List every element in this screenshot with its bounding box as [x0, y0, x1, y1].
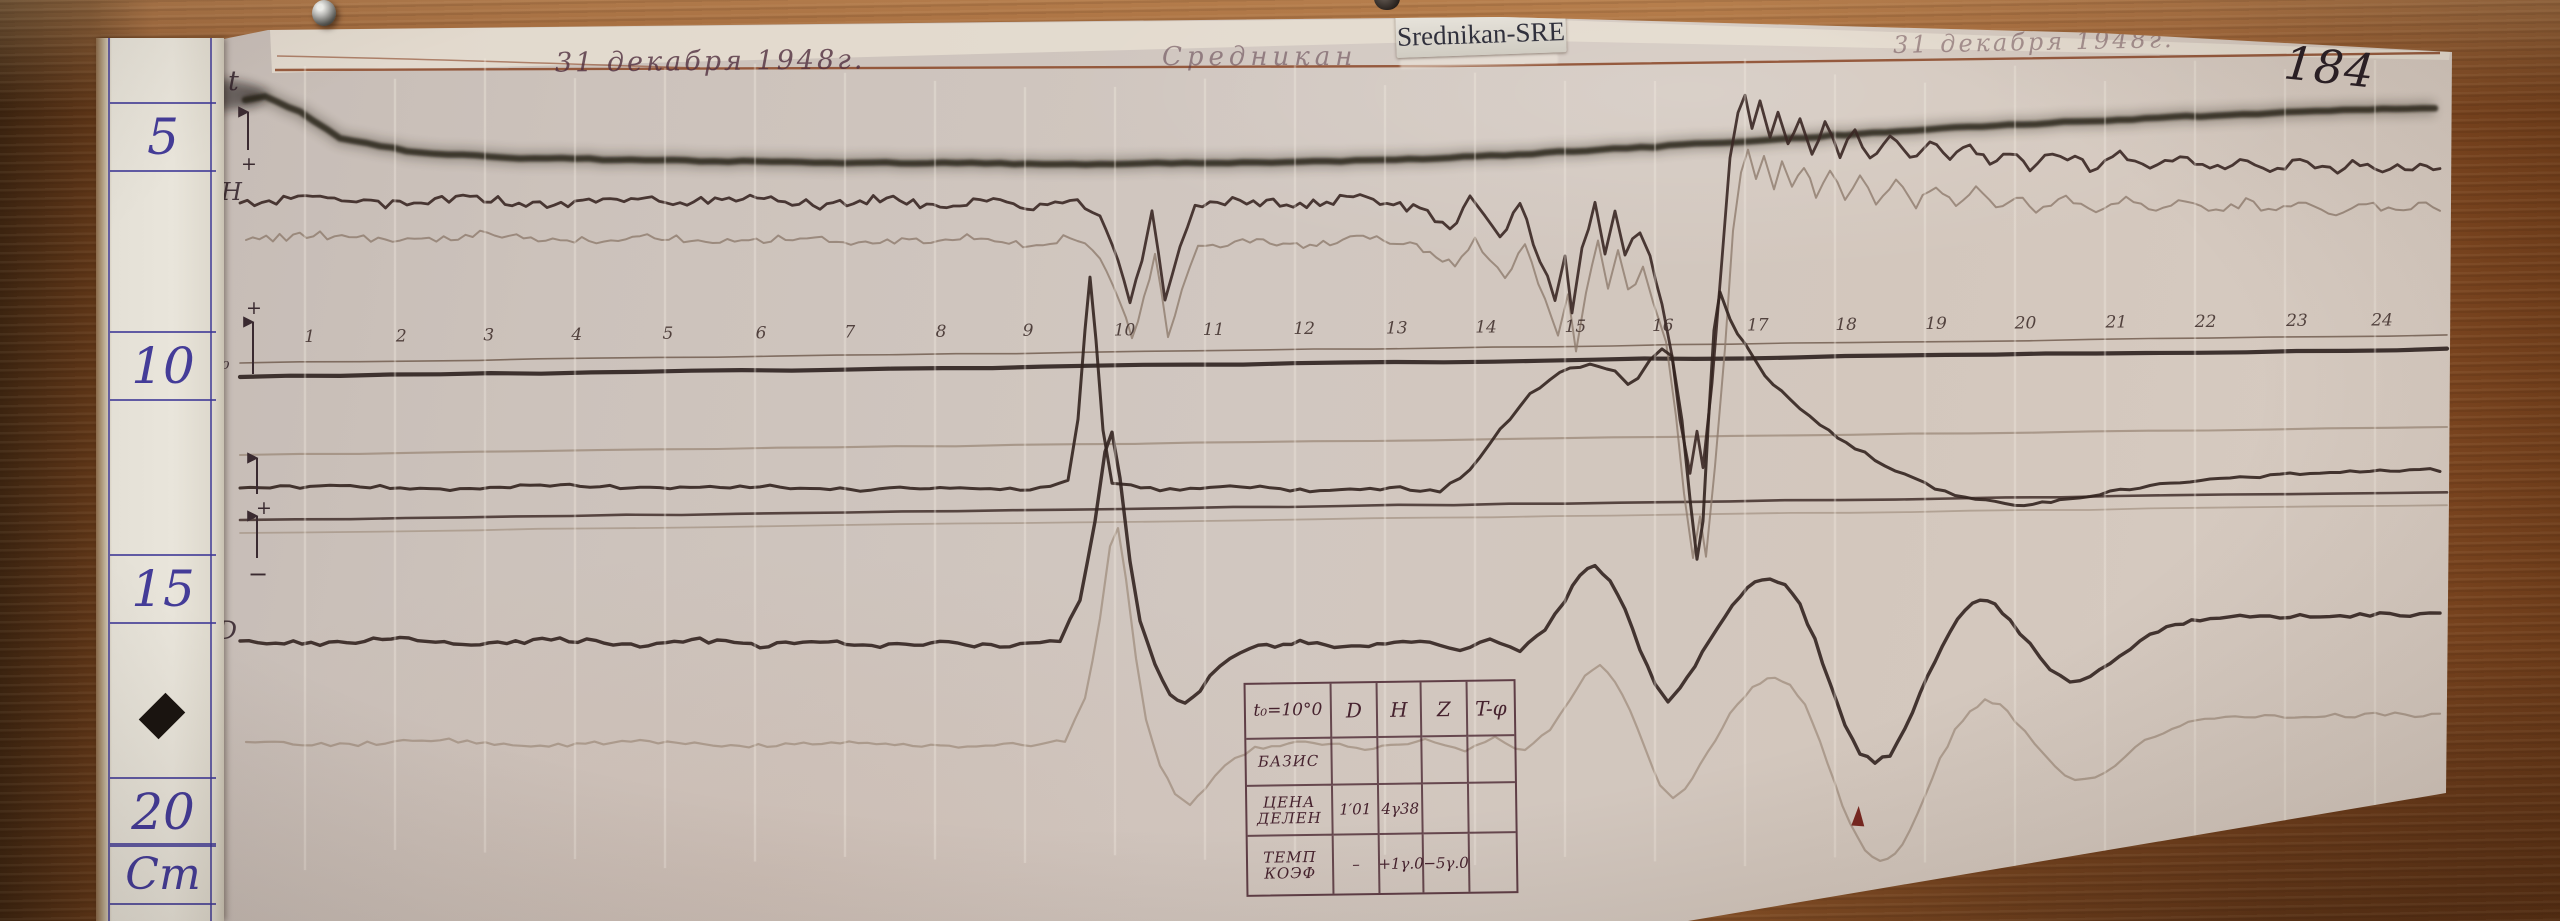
hour-label: 22 — [2194, 312, 2217, 332]
ruler-unit: Cm — [110, 843, 216, 905]
hour-label: 12 — [1293, 319, 1315, 339]
hour-label: 6 — [756, 323, 767, 343]
hour-label: 18 — [1835, 315, 1857, 335]
handwritten-date-left: 31 декабря 1948г. — [554, 44, 866, 79]
hour-label: 5 — [663, 324, 674, 344]
ruler-mark-15: 15 — [110, 554, 216, 624]
trace-z-trace — [238, 275, 2442, 561]
table-cell — [1470, 833, 1517, 892]
table-header-t0: t₀=10°0 — [1245, 683, 1333, 740]
diamond-mark — [138, 692, 186, 740]
table-cell — [1422, 736, 1469, 785]
page-number: 184 — [2281, 35, 2378, 99]
hour-label: 19 — [1925, 314, 1947, 334]
hour-label: 4 — [570, 325, 582, 345]
ruler-border-line — [210, 38, 212, 921]
handwritten-date-right: 31 декабря 1948г. — [1892, 25, 2175, 59]
ruler-mark-label: 10 — [131, 337, 195, 395]
ruler-mark-5: 5 — [110, 102, 216, 172]
trace-h0-baseline — [237, 346, 2450, 380]
paper-top-edge-line-2 — [276, 55, 701, 69]
trace-t-trace-halo — [243, 88, 2436, 173]
trace-label-h: H — [221, 178, 242, 206]
archive-sticker-label: Srednikan-SRE — [1396, 15, 1566, 52]
hour-label: 21 — [2104, 313, 2127, 333]
h-plus-mark: + — [246, 297, 262, 319]
hour-label: 15 — [1565, 317, 1587, 337]
table-header-h: H — [1377, 682, 1423, 739]
ruler-unit-label: Cm — [125, 848, 201, 900]
handwritten-station-name: Средникан — [1162, 42, 1358, 72]
table-header-tf: T-φ — [1467, 681, 1515, 737]
table-cell — [1468, 736, 1515, 784]
hour-label: 7 — [844, 323, 855, 343]
hour-label: 10 — [1114, 321, 1136, 341]
ruler-mark-label: 20 — [131, 783, 195, 841]
hour-label: 8 — [936, 322, 947, 342]
trace-z0-baseline — [238, 425, 2449, 457]
red-flag-mark — [1851, 805, 1866, 827]
backing-strip — [270, 18, 2450, 73]
trace-h-trace-faint — [245, 148, 2441, 559]
hour-label: 24 — [2370, 310, 2393, 330]
table-cell: +1γ.0 — [1378, 834, 1425, 894]
hour-label: 3 — [483, 326, 494, 346]
hour-label: 23 — [2285, 311, 2308, 331]
trace-d0-baseline — [238, 491, 2449, 522]
push-pin — [312, 0, 336, 26]
table-cell: 4γ38 — [1378, 784, 1424, 836]
hour-label: 9 — [1023, 321, 1034, 341]
table-cell: 1′01 — [1332, 785, 1380, 836]
table-cell — [1378, 737, 1423, 786]
calibration-table: t₀=10°0 D H Z T-φ БАЗИС ЦЕНА ДЕЛЕН 1′01 … — [1243, 679, 1519, 897]
trace-h0-upper-line — [239, 334, 2448, 364]
trace-t-trace — [241, 93, 2439, 168]
table-cell — [1468, 783, 1516, 834]
table-cell: −5γ.0 — [1423, 833, 1471, 893]
ruler-mark-label: 5 — [147, 108, 179, 166]
hour-label: 16 — [1652, 316, 1674, 336]
trace-d0-lower-line — [239, 504, 2448, 534]
z-plus-mark: + — [256, 497, 272, 519]
table-cell: – — [1333, 835, 1381, 894]
ruler-mark-20: 20 — [110, 777, 216, 847]
table-cell — [1422, 783, 1470, 835]
centimetre-ruler: 5 10 15 20 Cm — [96, 38, 224, 921]
d-minus-mark: − — [248, 560, 268, 588]
hour-label: 1 — [304, 327, 315, 347]
trace-d-trace — [238, 430, 2442, 765]
hour-label: 13 — [1386, 318, 1408, 338]
hour-label: 20 — [2014, 313, 2037, 333]
push-pin — [1374, 0, 1400, 10]
archive-sticker: Srednikan-SRE — [1395, 15, 1567, 58]
table-row-label: ТЕМП КОЭФ — [1247, 835, 1335, 895]
table-row-label: ЦЕНА ДЕЛЕН — [1246, 785, 1334, 837]
table-row-label: БАЗИС — [1246, 738, 1333, 787]
hour-label: 17 — [1747, 315, 1769, 335]
hour-label: 11 — [1203, 320, 1225, 340]
hour-label: 14 — [1475, 318, 1497, 338]
table-cell — [1332, 738, 1379, 786]
hour-label: 2 — [395, 326, 407, 346]
polarity-marks: + + + − — [238, 106, 272, 588]
trace-d-trace-faint — [244, 527, 2442, 862]
trace-h-trace — [238, 93, 2442, 475]
ruler-mark-10: 10 — [110, 331, 216, 401]
table-header-z: Z — [1421, 681, 1469, 738]
trace-label-t: t — [228, 66, 239, 97]
ruler-mark-label: 15 — [131, 560, 195, 618]
t-plus-mark: + — [241, 153, 257, 175]
table-header-d: D — [1331, 683, 1379, 739]
ruler-border-line — [108, 38, 110, 921]
